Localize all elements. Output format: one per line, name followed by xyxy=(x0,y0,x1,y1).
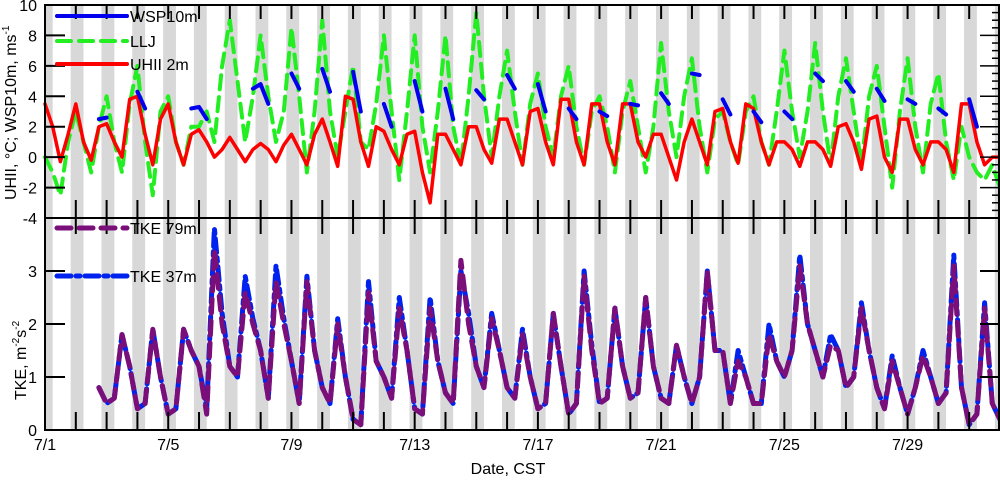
top-y-tick-label: -2 xyxy=(23,181,37,198)
series-uhii-2m xyxy=(43,94,1000,205)
bottom-y-axis-label: TKE, m-2s-2 xyxy=(11,320,30,400)
bottom-y-axis-label-mid: s xyxy=(13,330,30,338)
series-wsp10m xyxy=(96,66,1000,129)
top-panel-series xyxy=(43,10,1000,205)
x-tick-label: 7/25 xyxy=(769,437,800,454)
series-llj xyxy=(43,10,1000,198)
top-y-tick-label: 10 xyxy=(19,0,37,15)
series-tke-79m xyxy=(96,247,1000,428)
bottom-y-tick-label: 2 xyxy=(28,317,37,334)
bottom-y-tick-label: 1 xyxy=(28,370,37,387)
top-y-tick-label: 2 xyxy=(28,120,37,137)
bottom-panel-series xyxy=(96,226,1000,428)
x-tick-label: 7/21 xyxy=(646,437,677,454)
legend: WSP10m LLJ UHII 2m TKE 79m TKE 37m xyxy=(54,9,198,286)
x-axis-label: Date, CST xyxy=(471,461,546,478)
bottom-y-tick-label: 3 xyxy=(28,264,37,281)
bottom-y-tick-label: 0 xyxy=(28,423,37,440)
bottom-panel-frame xyxy=(44,217,1000,431)
top-y-tick-label: 0 xyxy=(28,150,37,167)
bottom-y-axis-label-text: TKE, m xyxy=(13,347,30,400)
top-panel-frame xyxy=(44,4,1000,219)
x-tick-label: 7/5 xyxy=(157,437,179,454)
x-tick-label: 7/13 xyxy=(399,437,430,454)
top-y-tick-label: 6 xyxy=(28,59,37,76)
legend-label: UHII 2m xyxy=(130,57,189,74)
top-y-axis-label: UHII, °C; WSP10m, ms-1 xyxy=(1,25,20,200)
x-tick-label: 7/17 xyxy=(522,437,553,454)
top-y-tick-label: 8 xyxy=(28,28,37,45)
legend-label: TKE 37m xyxy=(130,269,197,286)
legend-label: WSP10m xyxy=(130,9,198,26)
top-y-axis-label-sup: -1 xyxy=(1,25,12,34)
top-y-tick-label: -4 xyxy=(23,211,37,228)
x-tick-label: 7/9 xyxy=(280,437,302,454)
top-y-tick-label: 4 xyxy=(28,89,37,106)
x-tick-label: 7/1 xyxy=(34,437,56,454)
x-tick-label: 7/29 xyxy=(892,437,923,454)
legend-label: LLJ xyxy=(130,34,156,51)
bottom-y-axis-label-sup1: -2 xyxy=(11,337,22,346)
legend-label: TKE 79m xyxy=(130,221,197,238)
bottom-y-axis-label-sup2: -2 xyxy=(11,320,22,329)
top-y-axis-label-text: UHII, °C; WSP10m, ms xyxy=(3,34,20,200)
